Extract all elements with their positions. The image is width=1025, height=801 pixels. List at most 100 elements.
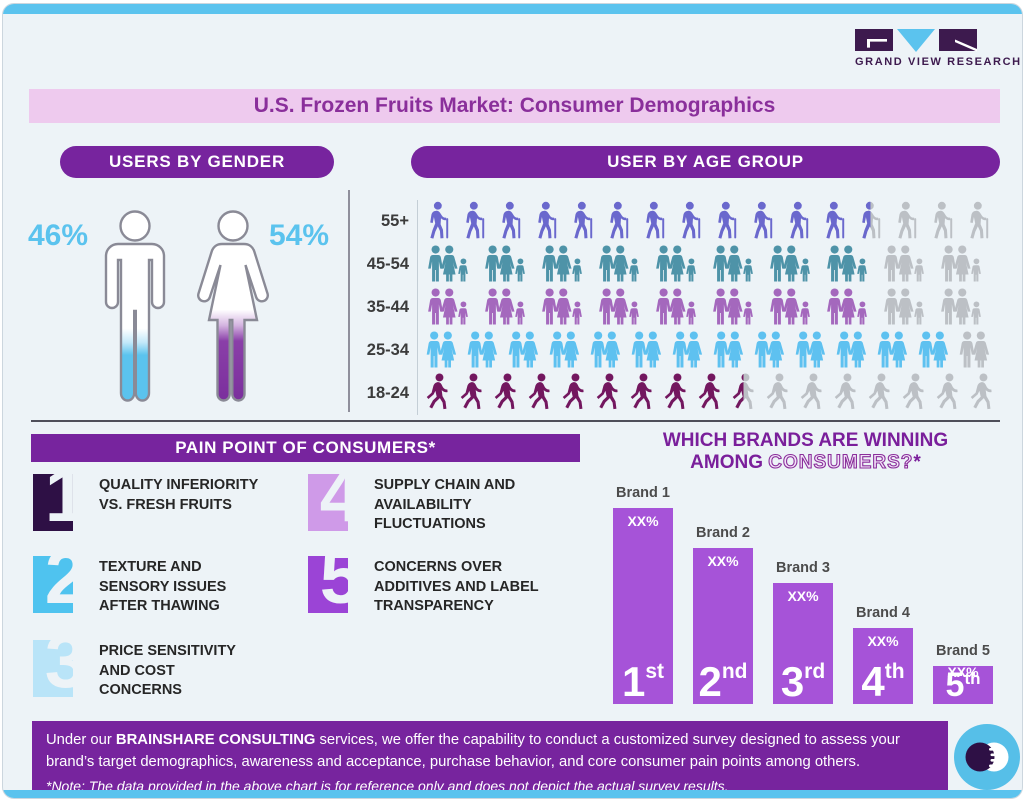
brands-bar-chart: WHICH BRANDS ARE WINNING AMONG CONSUMERS… bbox=[608, 430, 1003, 704]
female-percentage: 54% bbox=[269, 219, 330, 252]
brands-title-line1: WHICH BRANDS ARE WINNING bbox=[662, 430, 949, 451]
brainshare-consulting-label: BRAINSHARE CONSULTING bbox=[115, 732, 316, 748]
walking-person-icon bbox=[455, 373, 488, 415]
age-row-label: 18-24 bbox=[366, 384, 409, 402]
brand-4-bar: XX% 4th bbox=[853, 628, 913, 704]
elderly-person-with-cane-icon bbox=[781, 201, 816, 243]
family-with-child-icon bbox=[877, 287, 933, 329]
elderly-person-with-cane-icon-row bbox=[417, 200, 997, 243]
walking-person-icon bbox=[421, 373, 454, 415]
walking-person-icon bbox=[659, 373, 692, 415]
age-row-25-34: 25-34 bbox=[361, 329, 1001, 372]
pain-text-3: PRICE SENSITIVITY AND COST CONCERNS bbox=[99, 643, 236, 699]
elderly-person-with-cane-icon bbox=[709, 201, 744, 243]
pain-number-1: 1 bbox=[45, 474, 73, 531]
walking-person-icon bbox=[795, 373, 828, 415]
couple-icon bbox=[421, 330, 461, 372]
user-by-age-group-label: USER BY AGE GROUP bbox=[607, 152, 804, 171]
logo-wordmark: GRAND VIEW RESEARCH bbox=[855, 56, 1022, 68]
couple-icon bbox=[585, 330, 625, 372]
footer-text: Under our BRAINSHARE CONSULTING services… bbox=[46, 732, 900, 771]
walking-person-icon bbox=[557, 373, 590, 415]
elderly-person-with-cane-icon bbox=[853, 201, 888, 243]
brand-2-value: XX% bbox=[707, 553, 739, 569]
elderly-person-with-cane-icon bbox=[457, 201, 492, 243]
brand-4-rank: 4th bbox=[861, 658, 905, 706]
family-with-child-icon bbox=[877, 244, 933, 286]
family-with-child-icon bbox=[478, 287, 534, 329]
walking-person-icon bbox=[625, 373, 658, 415]
walking-person-icon bbox=[761, 373, 794, 415]
age-row-label: 55+ bbox=[381, 212, 409, 230]
family-with-child-icon bbox=[763, 244, 819, 286]
elderly-person-with-cane-icon bbox=[925, 201, 960, 243]
brand-5-rank: 5th bbox=[945, 666, 981, 705]
brand-4-label: Brand 4 bbox=[856, 605, 910, 621]
family-with-child-icon bbox=[649, 244, 705, 286]
family-with-child-icon bbox=[763, 287, 819, 329]
age-row-label: 45-54 bbox=[366, 255, 409, 273]
male-percentage: 46% bbox=[28, 219, 89, 252]
pain-item-1: 1 QUALITY INFERIORITY VS. FRESH FRUITS bbox=[33, 474, 277, 531]
pain-number-4: 4 bbox=[320, 474, 348, 531]
walking-person-icon-row bbox=[417, 372, 999, 415]
walking-person-icon bbox=[965, 373, 998, 415]
pain-item-3: 3 PRICE SENSITIVITY AND COST CONCERNS bbox=[33, 640, 239, 701]
couple-icon bbox=[626, 330, 666, 372]
brands-title-consumers: CONSUMERS? bbox=[768, 451, 914, 473]
couple-icon bbox=[544, 330, 584, 372]
pain-number-3: 3 bbox=[45, 640, 73, 697]
pain-item-4: 4 SUPPLY CHAIN AND AVAILABILITY FLUCTUAT… bbox=[308, 474, 524, 535]
couple-icon bbox=[913, 330, 953, 372]
top-accent-strip bbox=[3, 4, 1022, 14]
brand-1-rank: 1st bbox=[621, 658, 665, 706]
pain-number-2: 2 bbox=[45, 556, 73, 613]
walking-person-icon bbox=[727, 373, 760, 415]
brand-2-bar: XX% 2nd bbox=[693, 548, 753, 704]
couple-icon bbox=[831, 330, 871, 372]
pain-number-badge-1: 1 bbox=[33, 474, 73, 531]
elderly-person-with-cane-icon bbox=[637, 201, 672, 243]
family-with-child-icon bbox=[934, 244, 990, 286]
family-with-child-icon bbox=[820, 287, 876, 329]
family-with-child-icon bbox=[478, 244, 534, 286]
pain-number-5: 5 bbox=[320, 556, 348, 613]
walking-person-icon bbox=[693, 373, 726, 415]
page-title: U.S. Frozen Fruits Market: Consumer Demo… bbox=[253, 94, 776, 117]
family-with-child-icon bbox=[535, 244, 591, 286]
walking-person-icon bbox=[591, 373, 624, 415]
pain-item-5: 5 CONCERNS OVER ADDITIVES AND LABEL TRAN… bbox=[308, 556, 552, 617]
pain-text-2: TEXTURE AND SENSORY ISSUES AFTER THAWING bbox=[99, 559, 227, 615]
couple-icon bbox=[503, 330, 543, 372]
pain-number-badge-3: 3 bbox=[33, 640, 73, 697]
page-title-banner: U.S. Frozen Fruits Market: Consumer Demo… bbox=[29, 89, 1000, 123]
age-row-35-44: 35-44 bbox=[361, 286, 1001, 329]
family-with-child-icon-row bbox=[417, 286, 991, 329]
age-row-45-54: 45-54 bbox=[361, 243, 1001, 286]
users-by-gender-header: USERS BY GENDER bbox=[60, 146, 334, 178]
brands-title-asterisk: * bbox=[913, 452, 921, 473]
brand-1-label: Brand 1 bbox=[616, 485, 670, 501]
family-with-child-icon bbox=[706, 287, 762, 329]
walking-person-icon bbox=[829, 373, 862, 415]
couple-icon bbox=[708, 330, 748, 372]
walking-person-icon bbox=[897, 373, 930, 415]
brands-title-among: AMONG bbox=[690, 452, 769, 473]
pain-number-badge-4: 4 bbox=[308, 474, 348, 531]
walking-person-icon bbox=[489, 373, 522, 415]
couple-icon bbox=[790, 330, 830, 372]
male-figure-icon bbox=[89, 210, 181, 411]
elderly-person-with-cane-icon bbox=[961, 201, 996, 243]
elderly-person-with-cane-icon bbox=[673, 201, 708, 243]
users-by-gender-label: USERS BY GENDER bbox=[108, 152, 286, 171]
pain-item-2: 2 TEXTURE AND SENSORY ISSUES AFTER THAWI… bbox=[33, 556, 249, 617]
age-row-label: 35-44 bbox=[366, 298, 409, 316]
family-with-child-icon bbox=[592, 244, 648, 286]
brand-5-value: XX% bbox=[947, 664, 979, 680]
brand-4-value: XX% bbox=[867, 633, 899, 649]
age-pictograph: 55+ 45-54 35-44 25-34 18-24 bbox=[361, 200, 1001, 415]
elderly-person-with-cane-icon bbox=[601, 201, 636, 243]
family-with-child-icon bbox=[934, 287, 990, 329]
pain-number-badge-2: 2 bbox=[33, 556, 73, 613]
